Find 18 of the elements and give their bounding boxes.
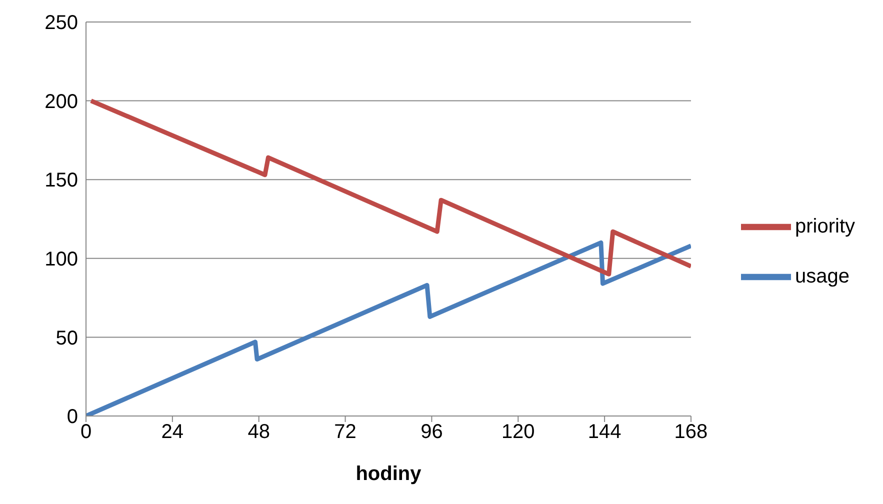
x-tick-label: 72: [334, 421, 356, 444]
y-tick-label: 100: [44, 248, 78, 270]
x-tick-label: 120: [501, 421, 535, 444]
x-tick-label: 96: [420, 421, 443, 444]
x-tick-label: 144: [588, 421, 622, 444]
legend-label: priority: [794, 215, 855, 238]
legend-label: usage: [794, 265, 850, 288]
x-tick-label: 48: [248, 421, 270, 444]
x-axis-title: hodiny: [356, 463, 422, 485]
y-tick-label: 0: [66, 406, 78, 428]
y-tick-label: 50: [56, 327, 78, 350]
x-tick-label: 168: [674, 421, 708, 444]
y-tick-label: 250: [44, 12, 78, 34]
x-tick-label: 0: [80, 421, 92, 444]
x-tick-label: 24: [161, 421, 184, 444]
y-tick-label: 150: [44, 170, 78, 192]
y-tick-label: 200: [44, 90, 78, 113]
line-series: [88, 98, 691, 276]
